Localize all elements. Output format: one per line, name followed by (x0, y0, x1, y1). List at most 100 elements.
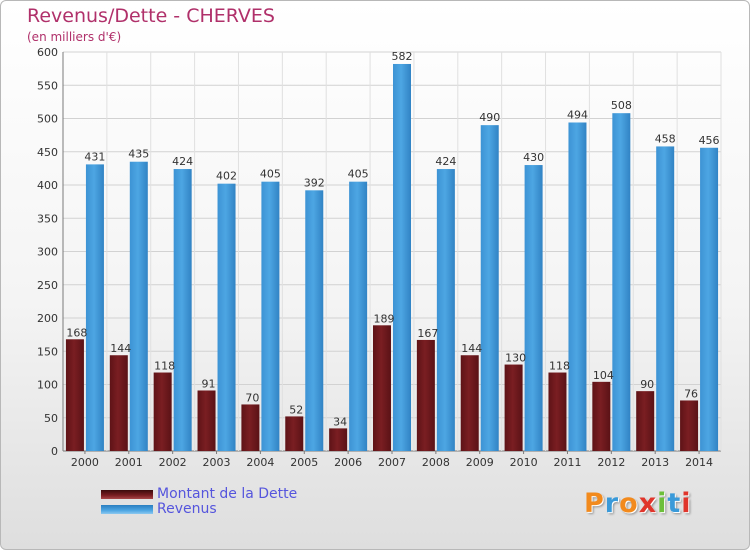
bar-revenus-2000 (85, 164, 104, 451)
data-label-dette-2000: 168 (66, 326, 87, 339)
x-tick-label: 2013 (641, 456, 669, 469)
data-label-revenus-2001: 435 (128, 148, 149, 161)
x-tick-label: 2001 (115, 456, 143, 469)
bar-dette-2001 (109, 355, 128, 451)
brand-letter: r (604, 488, 620, 519)
data-label-dette-2002: 118 (154, 360, 175, 373)
bar-revenus-2010 (524, 165, 543, 452)
data-label-revenus-2009: 490 (479, 111, 500, 124)
brand-letter: P (584, 488, 605, 519)
brand-logo: Proxiti (584, 488, 692, 519)
data-label-dette-2003: 91 (202, 377, 216, 390)
brand-letter: o (619, 488, 639, 519)
data-label-dette-2007: 189 (374, 312, 395, 325)
x-tick-label: 2012 (597, 456, 625, 469)
x-tick-label: 2003 (203, 456, 231, 469)
bar-revenus-2014 (700, 147, 719, 451)
brand-letter: x (638, 488, 658, 519)
chart-title: Revenus/Dette - CHERVES (27, 5, 275, 27)
data-label-revenus-2005: 392 (304, 176, 325, 189)
bar-revenus-2003 (217, 183, 236, 452)
bar-dette-2010 (504, 364, 523, 451)
data-label-dette-2006: 34 (333, 415, 347, 428)
data-label-dette-2014: 76 (684, 387, 698, 400)
y-tick-label: 300 (37, 246, 58, 259)
x-tick-label: 2014 (685, 456, 713, 469)
x-tick-label: 2002 (159, 456, 187, 469)
x-tick-label: 2005 (290, 456, 318, 469)
bar-revenus-2007 (393, 63, 411, 451)
y-tick-label: 250 (37, 279, 58, 292)
bar-dette-2014 (680, 400, 699, 451)
bar-revenus-2008 (436, 169, 455, 452)
data-label-dette-2013: 90 (640, 378, 654, 391)
y-tick-label: 150 (37, 345, 58, 358)
bar-dette-2000 (65, 339, 84, 451)
data-label-dette-2010: 130 (505, 352, 526, 365)
bar-dette-2005 (285, 416, 304, 451)
bar-revenus-2004 (261, 181, 280, 452)
legend-swatch-dette (101, 490, 153, 499)
y-tick-label: 550 (37, 79, 58, 92)
y-tick-label: 450 (37, 146, 58, 159)
data-label-revenus-2014: 456 (699, 134, 720, 147)
bar-revenus-2012 (612, 113, 631, 452)
bar-dette-2009 (460, 355, 479, 451)
brand-letter: i (657, 488, 668, 519)
brand-letter: i (681, 488, 692, 519)
bar-revenus-2005 (305, 190, 324, 451)
brand-letter: t (667, 488, 682, 519)
data-label-dette-2001: 144 (110, 342, 131, 355)
legend-swatch-revenus (101, 505, 153, 514)
data-label-revenus-2012: 508 (611, 99, 632, 112)
data-label-dette-2011: 118 (549, 360, 570, 373)
data-label-revenus-2008: 424 (435, 155, 456, 168)
data-label-revenus-2010: 430 (523, 151, 544, 164)
bar-revenus-2006 (349, 181, 368, 452)
x-tick-label: 2007 (378, 456, 406, 469)
data-label-revenus-2002: 424 (172, 155, 193, 168)
chart-subtitle: (en milliers d'€) (27, 30, 122, 44)
bar-revenus-2013 (656, 146, 675, 451)
x-tick-label: 2009 (466, 456, 494, 469)
data-label-dette-2005: 52 (289, 403, 303, 416)
bar-dette-2002 (153, 372, 172, 451)
x-tick-label: 2011 (553, 456, 581, 469)
bar-dette-2007 (373, 325, 391, 451)
bar-dette-2006 (329, 428, 348, 451)
bar-dette-2013 (636, 391, 655, 451)
bar-dette-2011 (548, 372, 567, 451)
y-tick-label: 400 (37, 179, 58, 192)
data-label-revenus-2007: 582 (392, 50, 413, 63)
bar-revenus-2009 (480, 125, 499, 452)
legend-label-revenus: Revenus (157, 501, 217, 517)
y-tick-label: 200 (37, 312, 58, 325)
x-tick-label: 2004 (246, 456, 274, 469)
y-tick-label: 100 (37, 379, 58, 392)
data-label-revenus-2003: 402 (216, 170, 237, 183)
data-label-revenus-2004: 405 (260, 168, 281, 181)
data-label-dette-2009: 144 (461, 342, 482, 355)
x-tick-label: 2006 (334, 456, 362, 469)
data-label-dette-2008: 167 (417, 327, 438, 340)
x-tick-label: 2008 (422, 456, 450, 469)
legend-label-dette: Montant de la Dette (157, 486, 298, 502)
data-label-dette-2012: 104 (593, 369, 614, 382)
bar-dette-2012 (592, 381, 611, 451)
y-tick-label: 0 (51, 445, 58, 458)
y-tick-label: 600 (37, 46, 58, 59)
bar-revenus-2001 (129, 161, 148, 451)
y-tick-label: 500 (37, 113, 58, 126)
data-label-revenus-2006: 405 (348, 168, 369, 181)
data-label-dette-2004: 70 (245, 391, 259, 404)
x-tick-label: 2000 (71, 456, 99, 469)
bar-dette-2008 (416, 339, 435, 451)
data-label-revenus-2013: 458 (655, 132, 676, 145)
y-tick-label: 350 (37, 212, 58, 225)
bar-dette-2004 (241, 404, 260, 451)
bar-revenus-2002 (173, 169, 192, 452)
data-label-revenus-2000: 431 (84, 150, 105, 163)
data-label-revenus-2011: 494 (567, 108, 588, 121)
